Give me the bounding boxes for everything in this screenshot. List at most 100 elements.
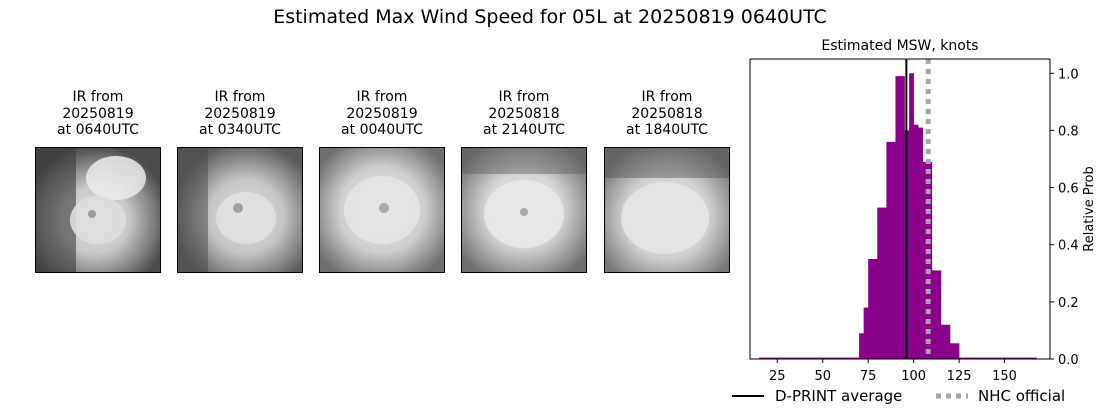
histogram-bar [795,357,801,359]
histogram-bar [872,259,878,359]
histogram-bar [959,357,964,359]
histogram-bar [950,343,955,359]
y-tick-label: 0.4 [1058,239,1079,254]
histogram-bar [777,357,783,359]
histogram-bar [822,357,828,359]
histogram-bar [800,357,805,359]
legend-label-nhc: NHC official [978,387,1065,405]
histogram-bar [972,357,978,359]
histogram-bar [1018,357,1024,359]
histogram-bar [909,73,914,360]
histogram-bar [981,357,987,359]
ir-satellite-image [461,147,587,273]
histogram-bar [850,357,855,359]
caption-line: 20250819 [204,105,276,122]
caption-line: 20250819 [346,105,418,122]
histogram-bar [763,357,769,359]
histogram-bar [813,357,819,359]
histogram-bar [836,357,842,359]
histogram-bar [831,357,837,359]
y-tick-label: 0.2 [1058,296,1079,311]
histogram-bar [768,357,774,359]
histogram-bar [786,357,792,359]
x-tick-label: 50 [814,369,831,384]
histogram-bar [804,357,810,359]
histogram-bar [868,259,874,359]
histogram-bar [995,357,1001,359]
histogram-bar [940,324,946,359]
histogram-bar [827,357,833,359]
histogram-bar [863,307,869,359]
histogram-bar [890,141,896,359]
histogram-bar [1000,357,1005,359]
y-tick-label: 0.0 [1058,353,1079,368]
caption-line: IR from [72,89,124,105]
chart-title: Estimated MSW, knots [821,38,978,54]
x-tick-label: 75 [860,369,877,384]
histogram-bar [881,207,887,359]
histogram-bar [977,357,983,359]
histogram-bar [918,127,924,359]
ir-panel-caption: IR from 20250819 at 0640UTC [35,89,161,139]
ir-panel-caption: IR from 20250818 at 2140UTC [461,89,587,139]
histogram-bar [968,357,974,359]
histogram-bar [1009,357,1014,359]
histogram-bar [886,141,892,359]
histogram-bar [990,357,996,359]
msw-probability-chart: Estimated MSW, knots 25 50 75 100 125 150 0.0 0.… [732,38,1097,405]
histogram-bar [854,357,860,359]
caption-line: at 0040UTC [341,122,423,138]
histogram-bar [790,357,796,359]
histogram-bar [840,357,846,359]
histogram-bar [1013,357,1019,359]
histogram-bar [931,270,937,359]
y-tick-label: 1.0 [1058,67,1079,82]
x-tick-label: 150 [992,369,1017,384]
legend-label-dprint: D-PRINT average [775,387,902,405]
histogram-bar [895,76,901,359]
histogram-bar [963,357,969,359]
x-tick-label: 100 [901,369,926,384]
ir-satellite-image [177,147,303,273]
histogram-bar [877,207,883,359]
y-tick-label: 0.8 [1058,124,1079,139]
histogram-bar [986,357,992,359]
ir-satellite-image [319,147,445,273]
figure-title: Estimated Max Wind Speed for 05L at 2025… [273,6,827,28]
histogram-bar [922,161,928,359]
x-tick-label: 125 [947,369,972,384]
histogram-bar [1022,357,1028,359]
caption-line: at 0640UTC [57,122,139,138]
caption-line: 20250819 [62,105,134,122]
histogram-bar [818,357,824,359]
caption-line: IR from [214,89,266,105]
caption-line: 20250818 [631,105,703,122]
histogram-bar [772,357,778,359]
histogram-bar [809,357,814,359]
caption-line: IR from [641,89,693,105]
y-axis-label: Relative Prob [1082,166,1097,251]
ir-panel-caption: IR from 20250819 at 0340UTC [177,89,303,139]
histogram-bar [936,270,942,359]
histogram-bar [1027,357,1033,359]
ir-panel-caption: IR from 20250818 at 1840UTC [604,89,730,139]
plot-frame [749,58,1051,360]
ir-panel-caption: IR from 20250819 at 0040UTC [319,89,445,139]
x-tick-label: 25 [769,369,786,384]
histogram-bar [945,324,951,359]
histogram-bar [954,343,960,359]
histogram-bar [781,357,787,359]
y-tick-label: 0.6 [1058,182,1079,197]
caption-line: at 2140UTC [483,122,565,138]
histogram-bar [900,76,905,359]
ir-satellite-image [604,147,730,273]
caption-line: at 0340UTC [199,122,281,138]
histogram-bar [1031,357,1037,359]
caption-line: IR from [498,89,550,105]
histogram-bar [859,333,864,359]
histogram-bar [759,357,764,359]
histogram-bar [845,357,851,359]
histogram-bar [1004,357,1010,359]
caption-line: IR from [356,89,408,105]
ir-satellite-image [35,147,161,273]
